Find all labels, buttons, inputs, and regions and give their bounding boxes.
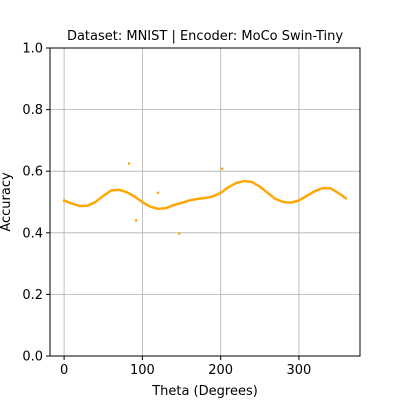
y-tick-label: 0.8	[22, 103, 43, 118]
x-axis-label: Theta (Degrees)	[151, 384, 258, 399]
x-tick-label: 0	[60, 363, 68, 378]
y-axis-ticks: 0.0 0.2 0.4 0.6 0.8 1.0	[22, 42, 50, 365]
data-points	[62, 162, 348, 235]
x-tick-label: 100	[130, 363, 155, 378]
outlier-point	[220, 167, 224, 171]
y-axis-label: Accuracy	[0, 172, 14, 232]
y-tick-label: 0.4	[22, 226, 43, 241]
plot-frame	[49, 47, 361, 357]
outlier-point	[134, 219, 138, 222]
y-tick-label: 0.6	[22, 165, 43, 180]
x-tick-label: 200	[208, 363, 233, 378]
outlier-point	[127, 162, 131, 165]
outlier-point	[156, 191, 160, 195]
chart-title: Dataset: MNIST | Encoder: MoCo Swin-Tiny	[67, 29, 343, 44]
data-point	[344, 197, 348, 200]
y-tick-label: 0.2	[22, 288, 43, 303]
x-tick-label: 300	[287, 363, 312, 378]
y-tick-label: 1.0	[22, 42, 43, 57]
x-axis-ticks: 0 100 200 300	[60, 356, 311, 378]
outlier-point	[177, 232, 181, 235]
y-tick-label: 0.0	[22, 350, 43, 365]
